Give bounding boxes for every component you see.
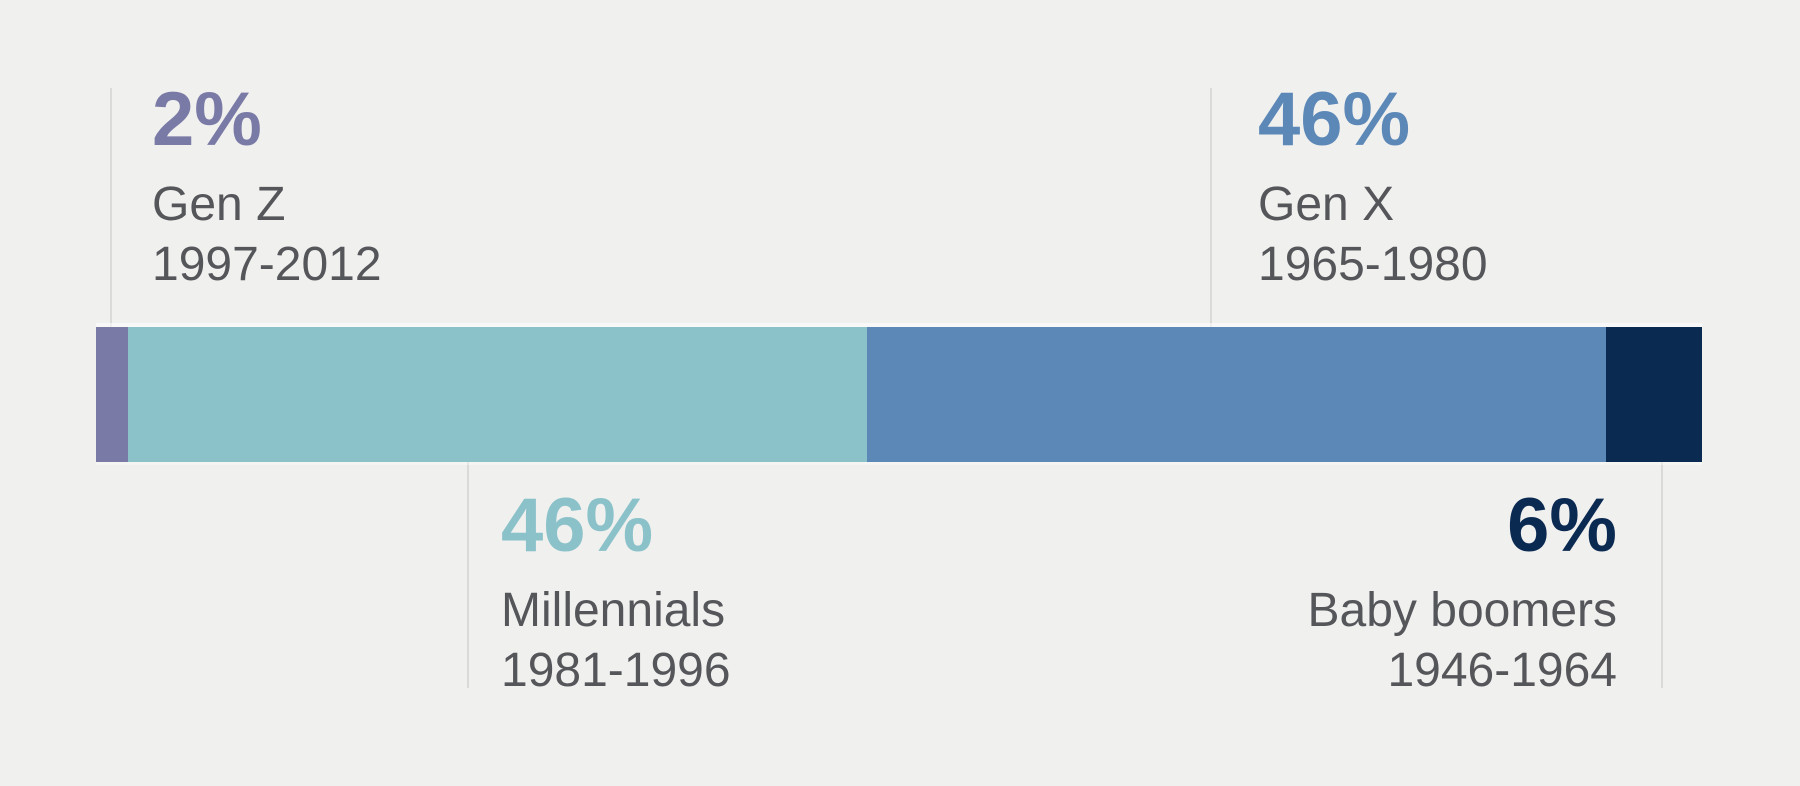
bar-segment-baby-boomers [1605, 327, 1702, 462]
gen-z-percentage: 2% [152, 77, 262, 162]
millennials-years: 1981-1996 [501, 644, 731, 697]
millennials-percentage: 46% [501, 483, 654, 568]
callout-gen-x: 46% Gen X 1965-1980 [1258, 80, 1488, 295]
gen-z-years: 1997-2012 [152, 238, 382, 291]
baby-boomers-name: Baby boomers [1307, 584, 1618, 637]
baby-boomers-years: 1946-1964 [1387, 644, 1617, 697]
baby-boomers-percentage: 6% [1507, 483, 1617, 568]
bar-segment-gen-z [96, 327, 129, 462]
callout-millennials: 46% Millennials 1981-1996 [501, 486, 731, 701]
callout-gen-z: 2% Gen Z 1997-2012 [152, 80, 382, 295]
leader-line-baby-boomers [1661, 462, 1663, 688]
gen-z-name: Gen Z [152, 178, 286, 231]
callout-baby-boomers: 6% Baby boomers 1946-1964 [1308, 486, 1618, 701]
gen-x-years: 1965-1980 [1258, 238, 1488, 291]
gen-x-percentage: 46% [1258, 77, 1411, 162]
millennials-name: Millennials [501, 584, 726, 637]
bar-segment-gen-x [866, 327, 1606, 462]
leader-line-millennials [467, 462, 469, 688]
stacked-bar [96, 327, 1702, 462]
bar-segment-millennials [128, 327, 867, 462]
gen-x-name: Gen X [1258, 178, 1395, 231]
leader-line-gen-x [1210, 88, 1212, 327]
leader-line-gen-z [110, 88, 112, 327]
